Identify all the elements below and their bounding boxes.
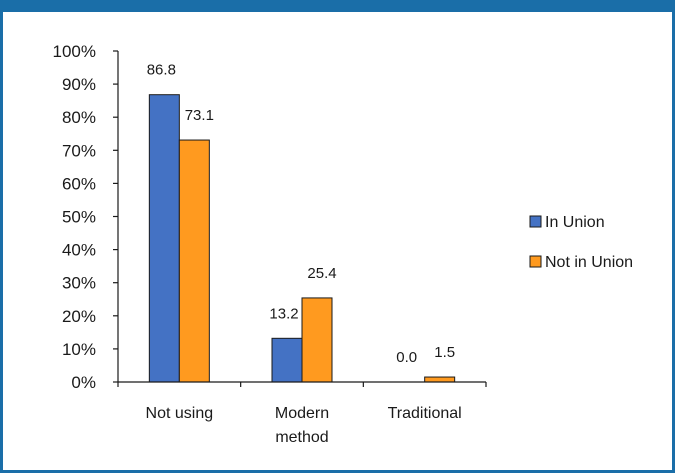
y-tick-label: 60% [62,174,96,193]
bar-not-in-union [424,376,456,383]
x-category-label: Traditional [388,405,462,422]
data-label: 1.5 [434,344,455,361]
legend: In Union Not in Union [529,214,633,271]
data-label: 13.2 [269,305,298,322]
bar-in-union [148,94,180,383]
legend-label: In Union [545,214,605,231]
bar-not-in-union [301,297,333,383]
data-label: 73.1 [185,107,214,124]
data-label: 25.4 [307,265,336,282]
data-label: 0.0 [396,349,417,366]
y-tick-label: 50% [62,208,96,227]
y-tick-label: 10% [62,340,96,359]
legend-label: Not in Union [545,254,633,271]
y-tick-label: 20% [62,307,96,326]
y-tick-label: 40% [62,241,96,260]
data-label: 86.8 [147,62,176,79]
y-tick-label: 90% [62,75,96,94]
y-tick-label: 30% [62,274,96,293]
x-category-label: Modern [275,405,329,422]
legend-swatch [529,255,542,268]
data-labels: 86.8 73.1 13.2 25.4 0.0 1.5 [147,62,455,366]
bars [148,94,456,383]
legend-swatch [529,215,542,228]
y-tick-label: 70% [62,141,96,160]
bar-not-in-union [178,139,210,383]
bar-in-union [271,337,303,383]
y-tick-label: 80% [62,108,96,127]
header-bar [0,0,675,12]
y-tick-label: 100% [53,42,96,61]
y-axis-ticks: 0% 10% 20% 30% 40% 50% 60% 70% 80% 90% 100% [53,42,118,392]
x-axis-categories: Not using Modern method Traditional [117,382,487,446]
x-category-label: method [275,429,328,446]
y-tick-label: 0% [71,373,96,392]
x-category-label: Not using [146,405,214,422]
